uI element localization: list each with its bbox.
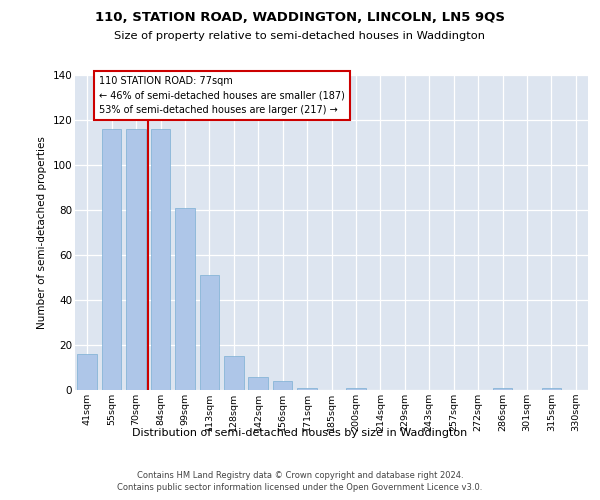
Text: 110 STATION ROAD: 77sqm
← 46% of semi-detached houses are smaller (187)
53% of s: 110 STATION ROAD: 77sqm ← 46% of semi-de… xyxy=(99,76,345,115)
Bar xyxy=(151,129,170,390)
Text: Contains public sector information licensed under the Open Government Licence v3: Contains public sector information licen… xyxy=(118,484,482,492)
Text: Contains HM Land Registry data © Crown copyright and database right 2024.: Contains HM Land Registry data © Crown c… xyxy=(137,471,463,480)
Bar xyxy=(297,388,317,390)
Bar xyxy=(248,376,268,390)
Bar xyxy=(542,388,561,390)
Text: 110, STATION ROAD, WADDINGTON, LINCOLN, LN5 9QS: 110, STATION ROAD, WADDINGTON, LINCOLN, … xyxy=(95,11,505,24)
Text: Size of property relative to semi-detached houses in Waddington: Size of property relative to semi-detach… xyxy=(115,31,485,41)
Bar xyxy=(224,356,244,390)
Bar xyxy=(102,129,121,390)
Y-axis label: Number of semi-detached properties: Number of semi-detached properties xyxy=(37,136,47,329)
Bar xyxy=(273,381,292,390)
Bar xyxy=(200,275,219,390)
Bar xyxy=(346,388,366,390)
Bar xyxy=(127,129,146,390)
Bar xyxy=(175,208,194,390)
Bar xyxy=(493,388,512,390)
Text: Distribution of semi-detached houses by size in Waddington: Distribution of semi-detached houses by … xyxy=(133,428,467,438)
Bar xyxy=(77,354,97,390)
